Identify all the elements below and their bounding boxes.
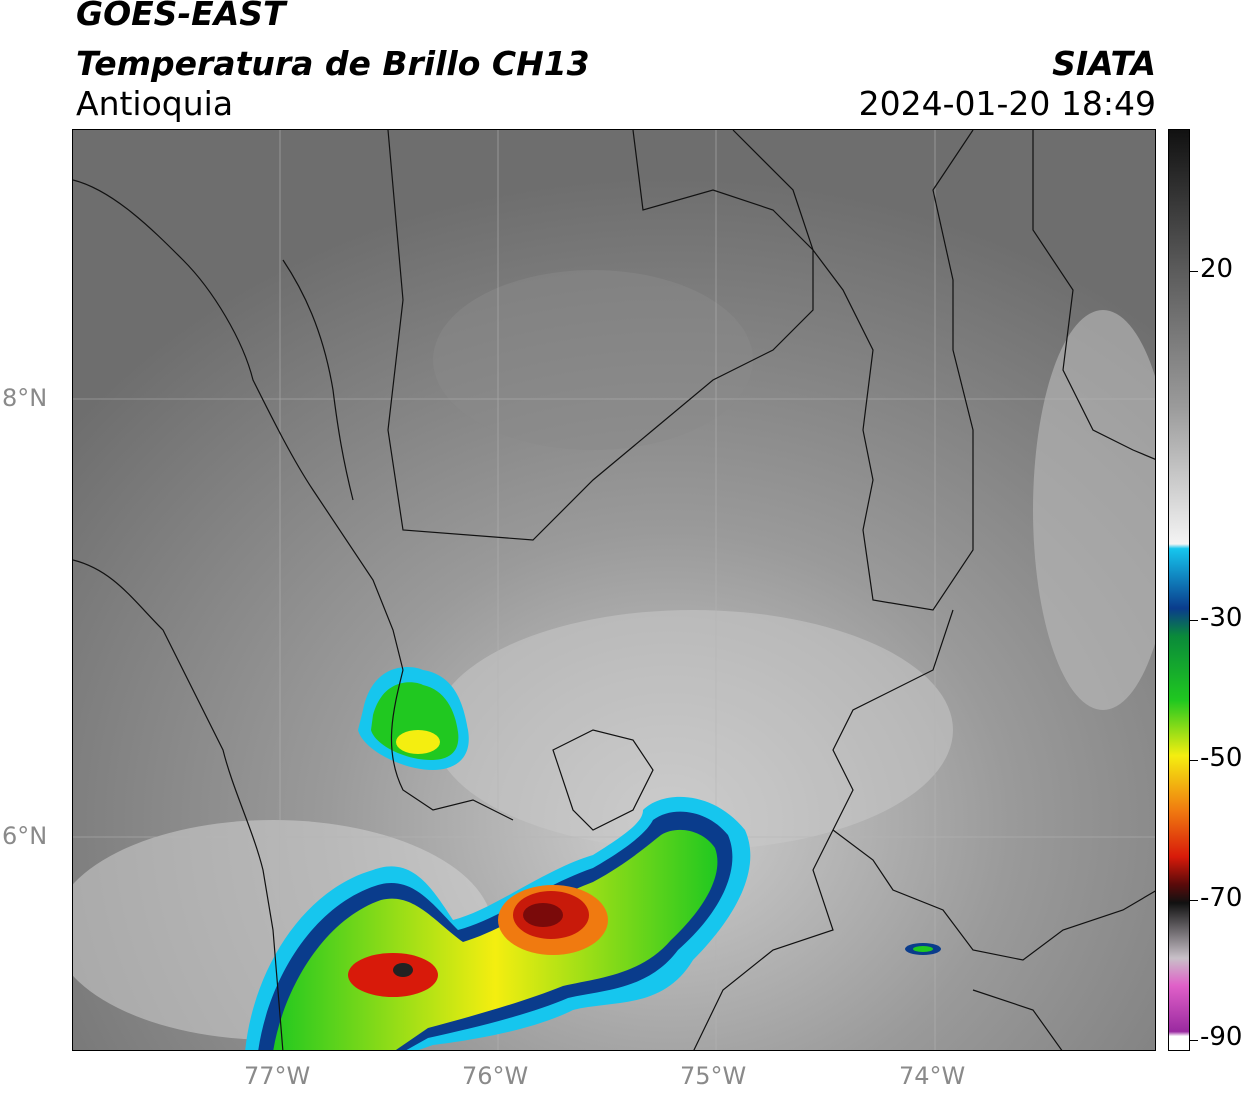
storm-red-core-west bbox=[348, 953, 438, 997]
convective-cells bbox=[245, 666, 941, 1050]
org-label: SIATA bbox=[1052, 44, 1156, 83]
cell-north-yellow bbox=[396, 730, 440, 754]
colorbar-tick-20 bbox=[1190, 271, 1198, 272]
boundaries bbox=[73, 130, 1155, 1050]
map-image bbox=[73, 130, 1155, 1050]
lat-label-8N: 8°N bbox=[2, 384, 48, 412]
cloud-bright-area-east bbox=[1033, 310, 1155, 710]
title-satellite: GOES-EAST bbox=[76, 0, 286, 33]
lon-label-74W: 74°W bbox=[899, 1062, 966, 1090]
lat-label-6N: 6°N bbox=[2, 822, 48, 850]
colorbar-tick-m30 bbox=[1190, 620, 1198, 621]
graticule bbox=[73, 130, 1155, 1050]
colorbar-label-m30: -30 bbox=[1200, 603, 1243, 633]
lon-label-77W: 77°W bbox=[244, 1062, 311, 1090]
colorbar-label-20: 20 bbox=[1200, 254, 1234, 284]
storm-dark-core bbox=[523, 903, 563, 927]
cloud-thin-area bbox=[433, 270, 753, 450]
colorbar-tick-m50 bbox=[1190, 760, 1198, 761]
cloud-bright-area bbox=[433, 610, 953, 850]
lon-label-75W: 75°W bbox=[680, 1062, 747, 1090]
colorbar-label-m50: -50 bbox=[1200, 743, 1243, 773]
lon-label-76W: 76°W bbox=[462, 1062, 529, 1090]
storm-black-core bbox=[393, 963, 413, 977]
colorbar-tick-m70 bbox=[1190, 900, 1198, 901]
title-region: Antioquia bbox=[76, 84, 234, 123]
colorbar-tick-m90 bbox=[1190, 1040, 1198, 1041]
colorbar-label-m90: -90 bbox=[1200, 1022, 1243, 1052]
cell-east-green bbox=[913, 946, 933, 952]
colorbar-label-m70: -70 bbox=[1200, 883, 1243, 913]
title-product: Temperatura de Brillo CH13 bbox=[76, 44, 590, 83]
colorbar bbox=[1168, 129, 1190, 1051]
datetime-label: 2024-01-20 18:49 bbox=[858, 84, 1156, 123]
satellite-map[interactable] bbox=[72, 129, 1156, 1051]
